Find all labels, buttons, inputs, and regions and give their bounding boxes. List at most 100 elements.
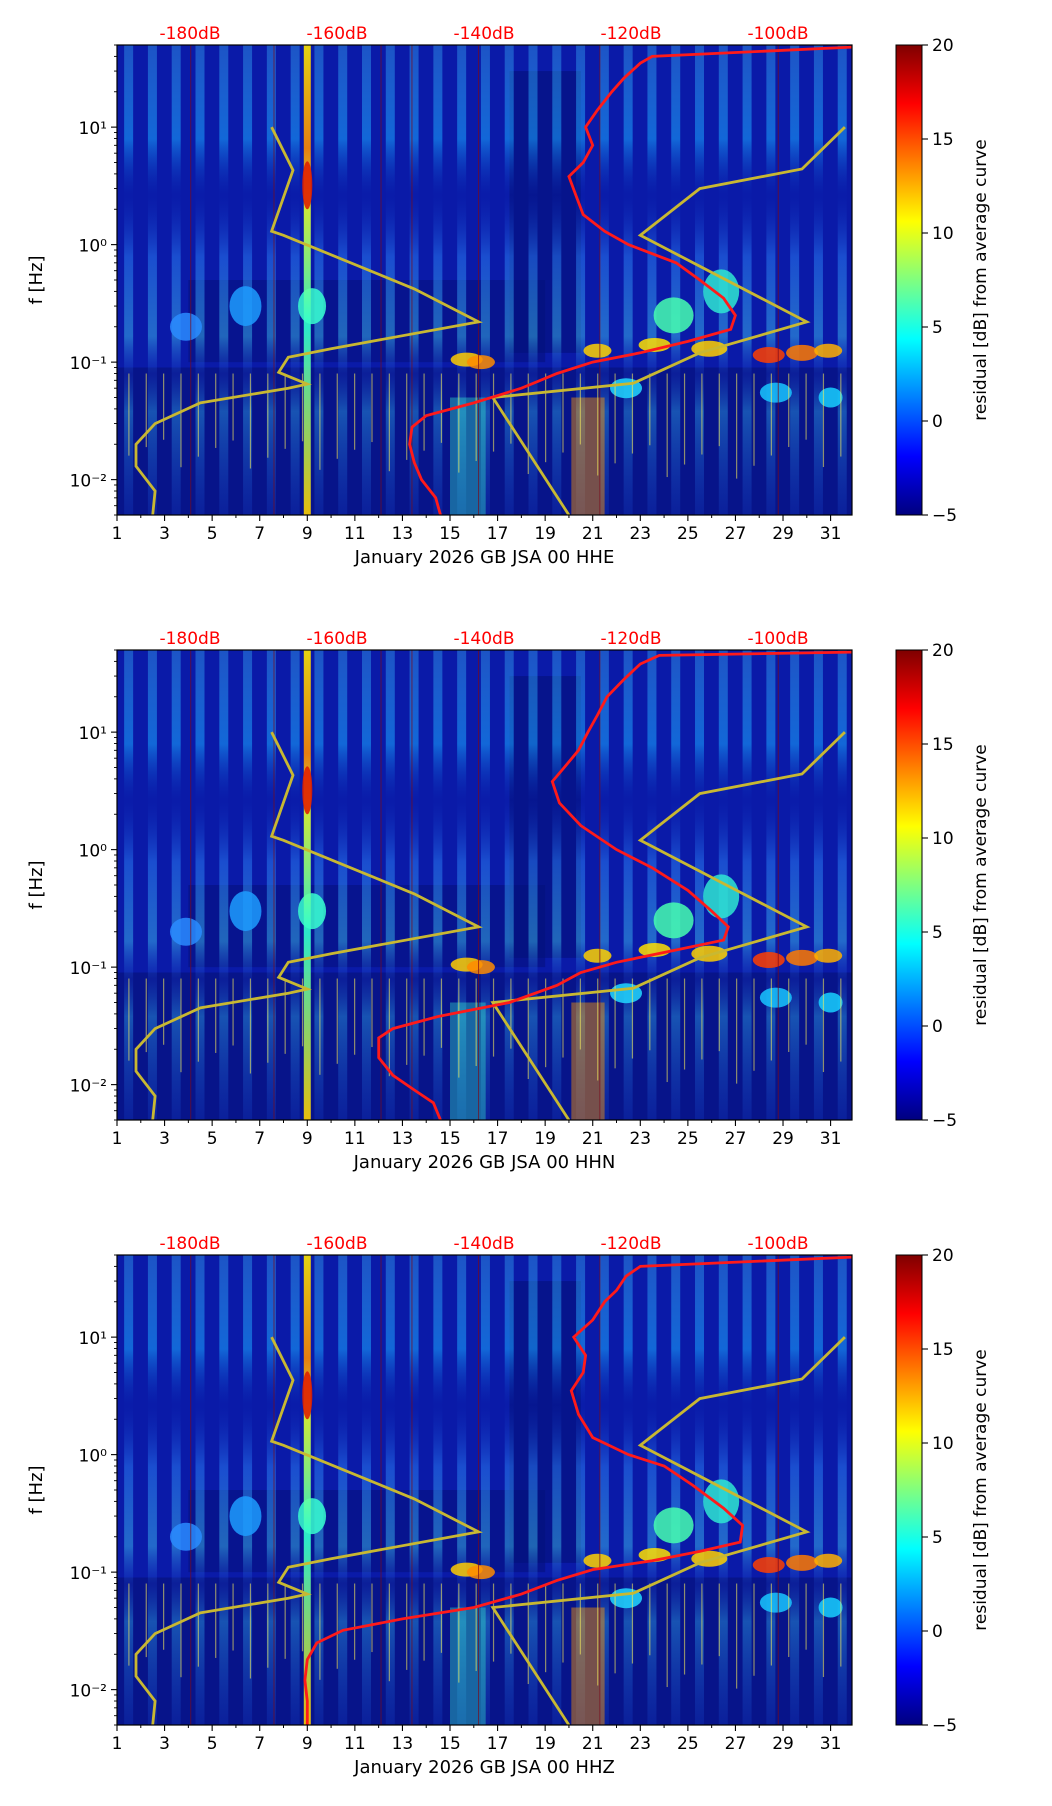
- day-band: [457, 45, 467, 515]
- colorbar-tick-label: 20: [932, 1246, 954, 1266]
- energy-blob: [298, 893, 327, 930]
- x-tick-label: 29: [772, 1129, 794, 1149]
- day-band: [457, 1255, 467, 1725]
- colorbar-tick-label: 5: [932, 1528, 943, 1548]
- db-label: -180dB: [159, 1234, 220, 1254]
- day-band: [528, 650, 538, 1120]
- day-band: [338, 650, 348, 1120]
- db-label: -160dB: [306, 1234, 367, 1254]
- day-band: [837, 45, 847, 515]
- x-tick-label: 19: [534, 1734, 556, 1754]
- energy-blob: [169, 1522, 202, 1551]
- energy-blob: [752, 1556, 785, 1573]
- colorbar: 20 15 10 5 0 −5 residual [dB] from average cur…: [895, 36, 991, 526]
- x-tick-label: 21: [582, 1129, 604, 1149]
- energy-blob: [583, 948, 612, 963]
- day-band: [195, 45, 205, 515]
- colorbar-tick-label: 15: [932, 1340, 954, 1360]
- x-tick-label: 11: [344, 1734, 366, 1754]
- energy-blob: [169, 917, 202, 946]
- colorbar-tick-label: 10: [932, 224, 954, 244]
- colorbar-tick-label: −5: [932, 506, 957, 526]
- bright-band: [303, 1255, 311, 1725]
- day-band: [433, 1255, 443, 1725]
- yellow-model-curve-low: [134, 126, 483, 515]
- day-band: [599, 650, 609, 1120]
- day-band: [243, 650, 253, 1120]
- x-tick-label: 27: [725, 1734, 747, 1754]
- x-tick-label: 15: [439, 524, 461, 544]
- day-band: [314, 1255, 324, 1725]
- y-axis-label: f [Hz]: [26, 255, 47, 304]
- colorbar-tick-label: 0: [932, 1622, 943, 1642]
- day-band: [457, 650, 467, 1120]
- day-band: [552, 45, 562, 515]
- day-band: [195, 650, 205, 1120]
- spectrogram-image: [117, 1255, 852, 1725]
- day-band: [790, 650, 800, 1120]
- colorbar-tick-label: 0: [932, 1017, 943, 1037]
- day-band: [171, 650, 181, 1120]
- x-tick-label: 13: [392, 524, 414, 544]
- energy-blob: [653, 297, 694, 334]
- x-tick-label: 1: [112, 1734, 123, 1754]
- day-band: [338, 45, 348, 515]
- energy-blob: [466, 1565, 495, 1580]
- colorbar-label: residual [dB] from average curve: [971, 1349, 991, 1630]
- day-band: [314, 650, 324, 1120]
- day-band: [695, 650, 705, 1120]
- day-band: [195, 1255, 205, 1725]
- y-tick-label: 10⁻²: [70, 1077, 107, 1097]
- energy-blob: [786, 949, 819, 966]
- day-band: [742, 45, 752, 515]
- day-band: [504, 1255, 514, 1725]
- day-band: [552, 1255, 562, 1725]
- day-band: [480, 650, 490, 1120]
- day-band: [813, 45, 823, 515]
- day-band: [599, 1255, 609, 1725]
- day-band: [124, 1255, 134, 1725]
- day-band: [266, 45, 276, 515]
- yellow-model-curve-low: [134, 731, 483, 1120]
- day-band: [243, 1255, 253, 1725]
- day-band: [504, 45, 514, 515]
- day-band: [124, 650, 134, 1120]
- x-tick-label: 27: [725, 524, 747, 544]
- energy-blob: [703, 874, 740, 919]
- day-band: [528, 1255, 538, 1725]
- x-tick-label: 13: [392, 1129, 414, 1149]
- day-band: [480, 45, 490, 515]
- x-tick-label: 21: [582, 1734, 604, 1754]
- x-tick-label: 15: [439, 1734, 461, 1754]
- red-psd-curve: [377, 650, 852, 1120]
- red-psd-curve: [303, 1255, 852, 1725]
- colorbar-tick-label: 15: [932, 130, 954, 150]
- y-tick-label: 10⁰: [79, 1447, 108, 1467]
- x-tick-label: 29: [772, 1734, 794, 1754]
- day-band: [409, 1255, 419, 1725]
- x-tick-label: 7: [254, 524, 265, 544]
- x-tick-label: 15: [439, 1129, 461, 1149]
- day-band: [266, 1255, 276, 1725]
- x-tick-label: 31: [820, 524, 842, 544]
- x-tick-label: 11: [344, 524, 366, 544]
- day-band: [766, 45, 776, 515]
- day-band: [171, 45, 181, 515]
- day-band: [742, 1255, 752, 1725]
- day-band: [671, 1255, 681, 1725]
- energy-blob: [653, 1507, 694, 1544]
- x-tick-label: 27: [725, 1129, 747, 1149]
- spectrogram-image: [117, 650, 852, 1120]
- y-tick-label: 10¹: [79, 724, 107, 744]
- yellow-model-curve-high: [490, 1336, 846, 1725]
- colorbar: 20 15 10 5 0 −5 residual [dB] from average cur…: [895, 1246, 991, 1736]
- db-label: -100dB: [747, 629, 808, 649]
- day-band: [576, 1255, 586, 1725]
- x-tick-label: 5: [207, 1129, 218, 1149]
- x-tick-label: 5: [207, 1734, 218, 1754]
- day-band: [647, 650, 657, 1120]
- x-tick-label: 3: [159, 1734, 170, 1754]
- energy-blob: [818, 387, 843, 408]
- day-band: [837, 650, 847, 1120]
